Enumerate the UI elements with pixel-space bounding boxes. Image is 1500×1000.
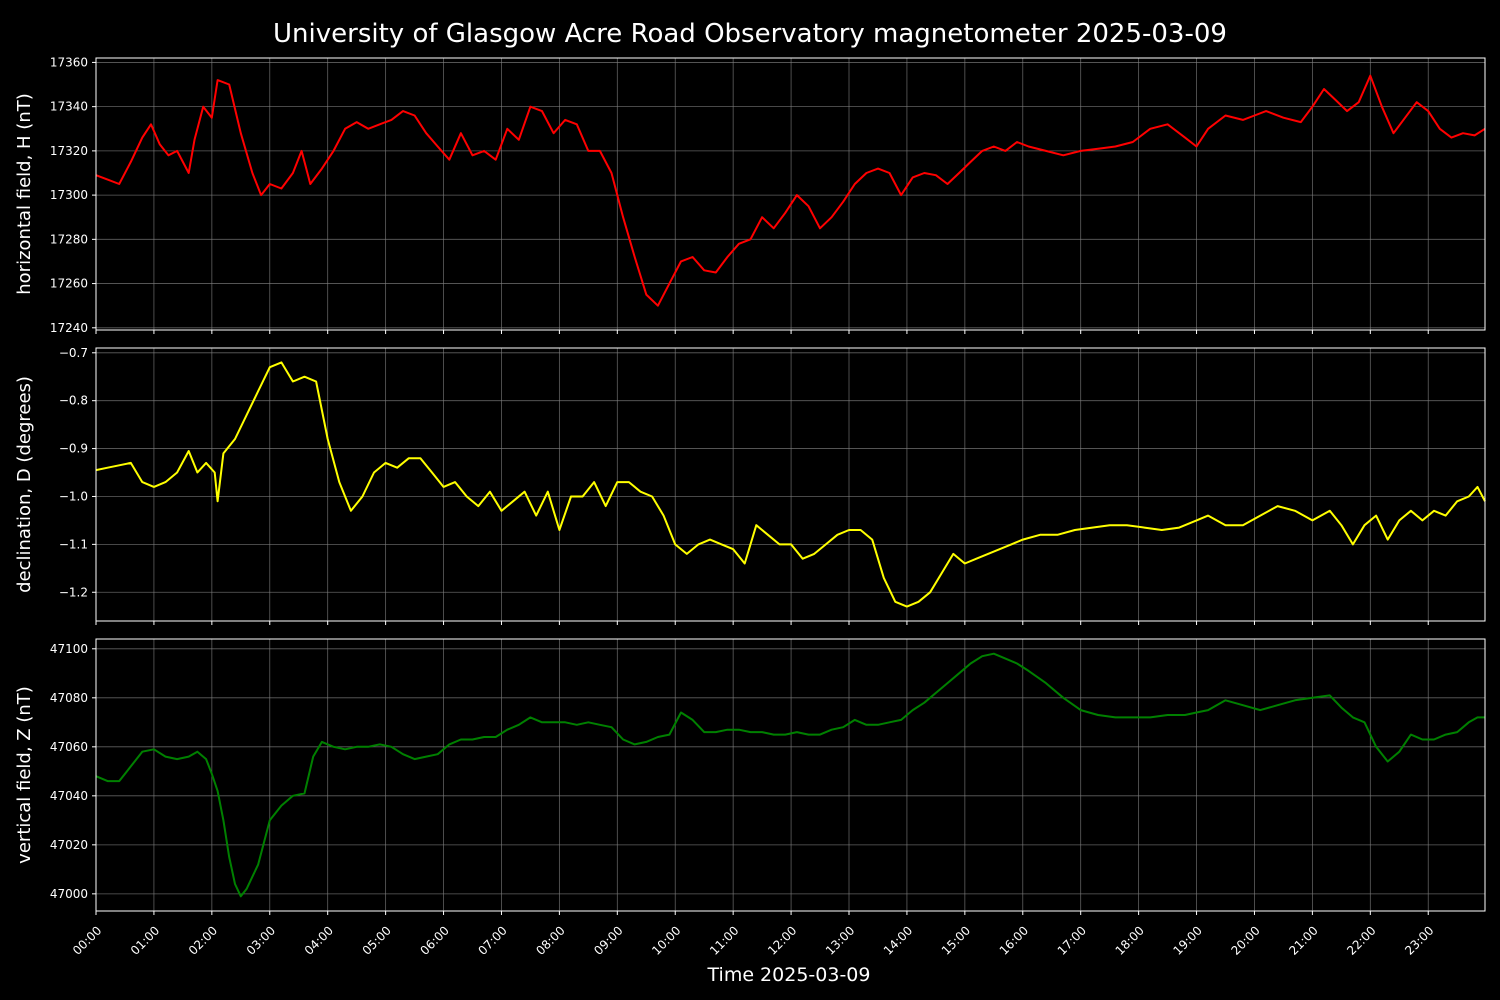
panel-frame — [95, 638, 1486, 912]
x-tick-label: 02:00 — [186, 923, 220, 957]
x-tick-label: 15:00 — [939, 923, 973, 957]
x-tick-label: 03:00 — [244, 923, 278, 957]
y-tick-label: 17340 — [50, 100, 88, 114]
x-tick-label: 17:00 — [1055, 923, 1089, 957]
panel-frame — [95, 57, 1486, 331]
x-tick-label: 13:00 — [823, 923, 857, 957]
series-line-h — [95, 74, 1486, 307]
x-tick-label: 14:00 — [881, 923, 915, 957]
x-axis-ticks: 00:00 01:00 02:00 03:00 04:00 05:00 06:00 07:00… — [70, 923, 1437, 957]
x-tick-label: 22:00 — [1344, 923, 1378, 957]
panel-z: 47000 47020 47040 47060 47080 47100 vertical f… — [14, 638, 1486, 915]
x-tick-label: 11:00 — [707, 923, 741, 957]
series-line-d — [95, 361, 1486, 608]
x-tick-label: 09:00 — [591, 923, 625, 957]
y-tick-label: 47000 — [50, 887, 88, 901]
panel-h: 17240 17260 17280 17300 17320 17340 17360 horiz… — [14, 55, 1486, 335]
x-tick-label: 20:00 — [1228, 923, 1262, 957]
x-tick-label: 08:00 — [533, 923, 567, 957]
y-tick-label: −1.2 — [59, 585, 88, 599]
panel-d: −1.2 −1.1 −1.0 −0.9 −0.8 −0.7 declination, D (… — [14, 346, 1486, 625]
y-tick-label: 17260 — [50, 277, 88, 291]
y-tick-label: 17280 — [50, 232, 88, 246]
panel-frame — [95, 347, 1486, 622]
series-line-z — [95, 652, 1485, 898]
y-tick-label: 17360 — [50, 55, 88, 69]
x-tick-label: 00:00 — [70, 923, 104, 957]
y-tick-label: 17240 — [50, 321, 88, 335]
y-tick-label: −0.8 — [59, 394, 88, 408]
x-tick-label: 19:00 — [1171, 923, 1205, 957]
x-tick-label: 12:00 — [765, 923, 799, 957]
x-tick-label: 21:00 — [1286, 923, 1320, 957]
y-axis-label: horizontal field, H (nT) — [14, 93, 35, 295]
y-axis-label: vertical field, Z (nT) — [14, 686, 35, 864]
chart-panels: 17240 17260 17280 17300 17320 17340 17360 horiz… — [14, 55, 1486, 915]
x-axis-label: Time 2025-03-09 — [707, 964, 871, 986]
y-tick-label: −1.1 — [59, 537, 88, 551]
x-tick-label: 16:00 — [997, 923, 1031, 957]
y-tick-label: −1.0 — [59, 489, 88, 503]
y-tick-label: −0.9 — [59, 442, 88, 456]
x-tick-label: 04:00 — [302, 923, 336, 957]
y-tick-label: 47100 — [50, 642, 88, 656]
x-tick-label: 01:00 — [128, 923, 162, 957]
y-axis-label: declination, D (degrees) — [14, 376, 35, 593]
x-tick-label: 07:00 — [475, 923, 509, 957]
x-tick-label: 05:00 — [360, 923, 394, 957]
y-tick-label: 17320 — [50, 144, 88, 158]
x-tick-label: 10:00 — [649, 923, 683, 957]
x-tick-label: 18:00 — [1113, 923, 1147, 957]
y-tick-label: −0.7 — [59, 346, 88, 360]
x-tick-label: 23:00 — [1402, 923, 1436, 957]
y-tick-label: 47020 — [50, 838, 88, 852]
chart-title: University of Glasgow Acre Road Observat… — [273, 19, 1227, 49]
y-tick-label: 47060 — [50, 740, 88, 754]
y-tick-label: 47040 — [50, 789, 88, 803]
x-tick-label: 06:00 — [418, 923, 452, 957]
y-tick-label: 17300 — [50, 188, 88, 202]
y-tick-label: 47080 — [50, 691, 88, 705]
